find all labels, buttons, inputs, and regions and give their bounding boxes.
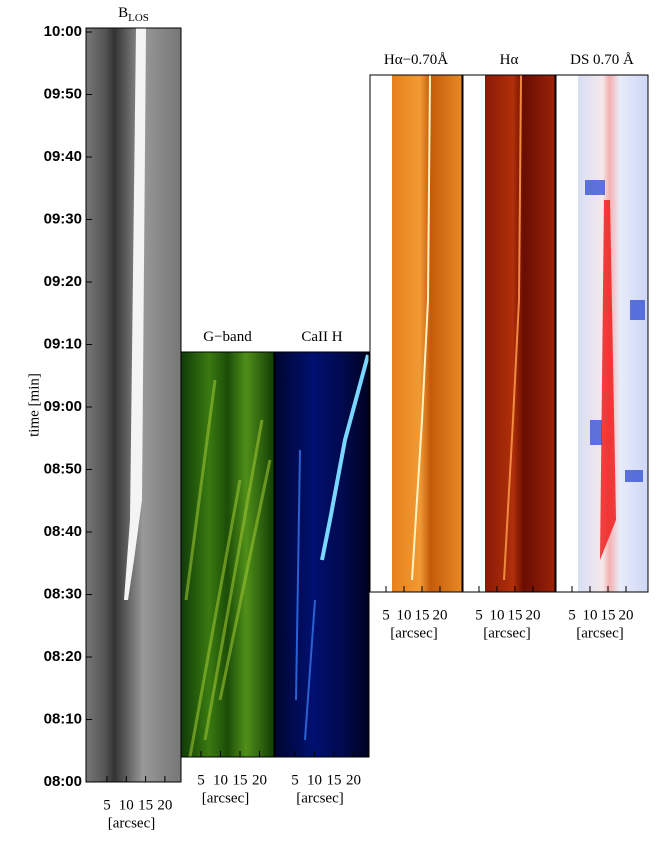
panel-title: CaII H bbox=[301, 329, 342, 345]
title-text: CaII H bbox=[301, 329, 342, 345]
y-tick-label: 09:30 bbox=[44, 210, 82, 227]
title-text: G−band bbox=[203, 329, 252, 345]
x-tick-label: 10 bbox=[397, 607, 412, 623]
title-text: B bbox=[118, 5, 128, 21]
x-tick-label: 10 bbox=[213, 772, 228, 788]
y-tick-label: 09:20 bbox=[44, 273, 82, 290]
panel-frame bbox=[274, 351, 370, 758]
ds-red bbox=[600, 200, 616, 560]
x-tick-label: 20 bbox=[346, 772, 361, 788]
x-tick-label: 15 bbox=[415, 607, 430, 623]
title-text: Hα−0.70Å bbox=[384, 52, 448, 68]
y-tick-label: 08:30 bbox=[44, 585, 82, 602]
y-tick-label: 08:10 bbox=[44, 710, 82, 727]
panel-title: G−band bbox=[203, 329, 252, 345]
x-tick-label: 5 bbox=[103, 797, 111, 813]
caii-streaks bbox=[295, 449, 316, 741]
panel-frame bbox=[369, 74, 463, 593]
x-tick-label: 10 bbox=[119, 797, 134, 813]
x-tick-label: 5 bbox=[475, 607, 483, 623]
ha-streak bbox=[503, 74, 522, 581]
x-tick-label: 15 bbox=[601, 607, 616, 623]
x-tick-label: 10 bbox=[583, 607, 598, 623]
x-axis-label: [arcsec] bbox=[576, 625, 623, 641]
panel-title: Hα−0.70Å bbox=[384, 52, 448, 68]
panel-images bbox=[86, 28, 648, 782]
y-axis-label: time [min] bbox=[26, 373, 42, 437]
y-tick-label: 09:10 bbox=[44, 335, 82, 352]
x-tick-label: 5 bbox=[568, 607, 576, 623]
y-tick-label: 09:50 bbox=[44, 85, 82, 102]
x-axis-label: [arcsec] bbox=[390, 625, 437, 641]
x-tick-label: 20 bbox=[526, 607, 541, 623]
ha1-streak bbox=[411, 74, 431, 581]
x-axis-label: [arcsec] bbox=[296, 790, 343, 806]
y-tick-label: 09:00 bbox=[44, 398, 82, 415]
x-tick-label: 15 bbox=[508, 607, 523, 623]
y-tick-label: 10:00 bbox=[44, 23, 82, 40]
x-axis-label: [arcsec] bbox=[108, 815, 155, 831]
panel-frame bbox=[180, 351, 275, 758]
y-tick-label: 08:20 bbox=[44, 648, 82, 665]
panel-title: BLOS bbox=[118, 5, 149, 23]
x-tick-label: 15 bbox=[327, 772, 342, 788]
panel-frame bbox=[462, 74, 556, 593]
y-tick-label: 08:40 bbox=[44, 523, 82, 540]
panel-title: Hα bbox=[500, 52, 519, 68]
x-tick-label: 5 bbox=[197, 772, 205, 788]
x-tick-label: 10 bbox=[490, 607, 505, 623]
x-tick-label: 15 bbox=[138, 797, 153, 813]
y-tick-label: 09:40 bbox=[44, 148, 82, 165]
panel-blank bbox=[556, 75, 578, 592]
panel-title: DS 0.70 Å bbox=[570, 52, 634, 68]
x-tick-label: 5 bbox=[291, 772, 299, 788]
caii-streak bbox=[320, 354, 370, 561]
title-text: DS 0.70 Å bbox=[570, 52, 634, 68]
panel-blank bbox=[370, 75, 392, 592]
x-tick-label: 5 bbox=[382, 607, 390, 623]
x-tick-label: 20 bbox=[433, 607, 448, 623]
title-subscript: LOS bbox=[128, 12, 149, 24]
y-tick-label: 08:50 bbox=[44, 460, 82, 477]
x-axis-label: [arcsec] bbox=[483, 625, 530, 641]
x-tick-label: 20 bbox=[157, 797, 172, 813]
x-tick-label: 20 bbox=[619, 607, 634, 623]
gband-streaks bbox=[184, 379, 272, 758]
title-text: Hα bbox=[500, 52, 519, 68]
x-axis-label: [arcsec] bbox=[202, 790, 249, 806]
x-tick-label: 15 bbox=[233, 772, 248, 788]
blos-streak bbox=[124, 28, 146, 600]
panel-frame bbox=[555, 74, 649, 593]
panel-blank bbox=[463, 75, 485, 592]
x-tick-label: 10 bbox=[307, 772, 322, 788]
x-tick-label: 20 bbox=[252, 772, 267, 788]
y-tick-label: 08:00 bbox=[44, 773, 82, 790]
